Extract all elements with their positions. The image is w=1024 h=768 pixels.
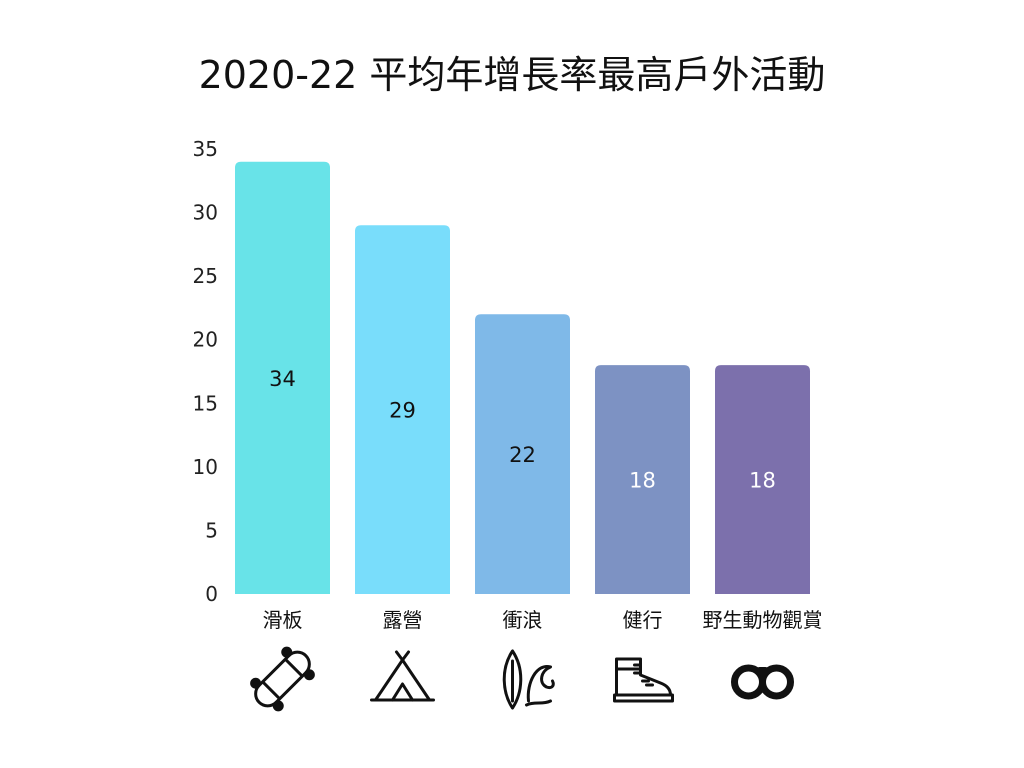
y-tick-label: 30 bbox=[193, 201, 218, 225]
y-tick-label: 20 bbox=[193, 328, 218, 352]
y-tick-label: 35 bbox=[193, 137, 218, 161]
bar bbox=[355, 225, 450, 595]
x-tick-label: 衝浪 bbox=[503, 608, 543, 632]
bars bbox=[235, 161, 810, 595]
x-tick-label: 滑板 bbox=[263, 608, 303, 632]
bar bbox=[475, 314, 570, 594]
binoculars-icon bbox=[731, 664, 794, 700]
y-axis: 0 5 10 15 20 25 30 35 bbox=[193, 137, 218, 606]
data-label: 29 bbox=[389, 399, 416, 423]
x-tick-label: 野生動物觀賞 bbox=[703, 608, 823, 632]
data-label: 34 bbox=[269, 367, 296, 391]
hiking-boot-icon bbox=[613, 657, 674, 703]
y-tick-label: 0 bbox=[205, 582, 218, 606]
x-axis-labels: 滑板 露營 衝浪 健行 野生動物觀賞 bbox=[263, 608, 823, 632]
chart-title: 2020-22 平均年增長率最高戶外活動 bbox=[198, 53, 826, 97]
data-labels: 34 29 22 18 18 bbox=[269, 367, 776, 493]
y-tick-label: 15 bbox=[193, 391, 218, 415]
data-label: 18 bbox=[749, 469, 776, 493]
x-tick-label: 健行 bbox=[623, 608, 663, 632]
data-label: 22 bbox=[509, 443, 536, 467]
skateboard-icon bbox=[250, 646, 315, 712]
y-tick-label: 5 bbox=[205, 518, 218, 542]
category-icons bbox=[250, 646, 794, 712]
y-tick-label: 10 bbox=[193, 455, 218, 479]
bar bbox=[595, 365, 690, 594]
y-tick-label: 25 bbox=[193, 264, 218, 288]
data-label: 18 bbox=[629, 469, 656, 493]
bar bbox=[235, 161, 330, 594]
tent-icon bbox=[370, 650, 435, 702]
x-tick-label: 露營 bbox=[383, 608, 423, 632]
surfboard-wave-icon bbox=[502, 649, 555, 710]
bar bbox=[715, 365, 810, 594]
